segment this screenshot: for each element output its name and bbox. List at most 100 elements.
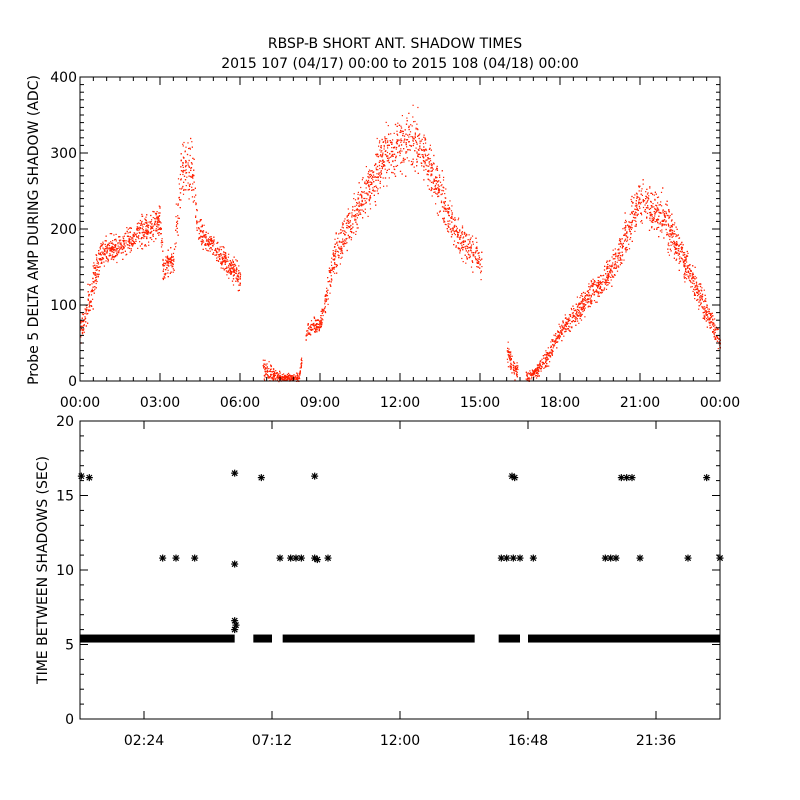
amplitude-dot <box>230 272 233 274</box>
amplitude-dot <box>689 268 691 271</box>
amplitude-dot <box>381 150 383 152</box>
amplitude-dot <box>650 221 652 223</box>
amplitude-dot <box>683 276 685 278</box>
amplitude-dot <box>629 230 631 232</box>
amplitude-dot <box>428 158 430 160</box>
amplitude-dot <box>445 224 447 226</box>
amplitude-dot <box>703 300 705 302</box>
amplitude-dot <box>545 365 547 367</box>
amplitude-dot <box>150 228 152 230</box>
amplitude-dot <box>180 153 182 155</box>
amplitude-dot <box>112 254 114 256</box>
amplitude-dot <box>188 188 190 191</box>
amplitude-dot <box>114 255 116 257</box>
amplitude-dot <box>690 281 692 283</box>
amplitude-dot <box>455 245 457 247</box>
amplitude-dot <box>564 317 567 319</box>
amplitude-dot <box>663 237 665 239</box>
amplitude-dot <box>478 255 480 257</box>
amplitude-dot <box>438 211 441 213</box>
amplitude-dot <box>423 169 425 171</box>
amplitude-dot <box>96 259 98 261</box>
amplitude-dot <box>224 263 226 265</box>
amplitude-dot <box>358 205 361 207</box>
amplitude-dot <box>659 221 661 223</box>
amplitude-dot <box>427 185 429 187</box>
amplitude-dot <box>434 187 437 189</box>
amplitude-dot <box>588 305 590 307</box>
amplitude-dot <box>374 176 376 178</box>
amplitude-dot <box>360 213 362 215</box>
amplitude-dot <box>346 215 348 217</box>
amplitude-dot <box>403 135 406 137</box>
amplitude-dot <box>516 374 518 376</box>
amplitude-dot <box>641 188 643 190</box>
amplitude-dot <box>703 301 705 303</box>
amplitude-dot <box>698 291 700 293</box>
amplitude-dot <box>426 165 428 167</box>
amplitude-dot <box>600 281 603 284</box>
amplitude-dot <box>371 177 373 179</box>
amplitude-dot <box>470 247 472 249</box>
amplitude-dot <box>431 170 433 172</box>
amplitude-dot <box>193 200 195 202</box>
amplitude-dot <box>678 237 681 239</box>
amplitude-dot <box>717 328 719 330</box>
amplitude-dot <box>686 254 688 256</box>
amplitude-dot <box>626 246 628 249</box>
amplitude-dot <box>614 263 616 265</box>
amplitude-dot <box>571 321 573 323</box>
amplitude-dot <box>657 218 659 220</box>
amplitude-dot <box>117 245 119 247</box>
amplitude-dot <box>364 212 366 214</box>
amplitude-dot <box>357 205 360 207</box>
amplitude-dot <box>475 258 477 260</box>
amplitude-dot <box>126 244 128 246</box>
amplitude-dot <box>417 155 419 157</box>
amplitude-dot <box>299 374 301 376</box>
amplitude-dot <box>628 228 630 230</box>
amplitude-dot <box>263 365 265 368</box>
amplitude-dot <box>607 267 609 269</box>
amplitude-dot <box>171 259 173 261</box>
amplitude-dot <box>333 268 335 270</box>
amplitude-dot <box>99 259 101 261</box>
amplitude-dot <box>401 115 403 117</box>
amplitude-dot <box>642 206 645 209</box>
amplitude-dot <box>99 254 102 256</box>
amplitude-dot <box>537 372 539 374</box>
amplitude-dot <box>328 271 331 273</box>
amplitude-dot <box>675 226 677 228</box>
amplitude-dot <box>554 342 556 344</box>
amplitude-dot <box>322 319 324 321</box>
amplitude-dot <box>675 247 677 249</box>
amplitude-dot <box>355 233 357 235</box>
amplitude-dot <box>102 258 105 260</box>
amplitude-dot <box>156 211 158 213</box>
amplitude-dot <box>527 378 529 380</box>
amplitude-dot <box>139 241 141 243</box>
amplitude-dot <box>653 194 655 196</box>
amplitude-dot <box>528 373 530 375</box>
amplitude-dot <box>226 271 228 273</box>
amplitude-dot <box>102 251 104 253</box>
amplitude-dot <box>624 229 626 231</box>
amplitude-dot <box>91 290 93 292</box>
amplitude-dot <box>388 168 390 170</box>
amplitude-dot <box>116 251 118 253</box>
amplitude-dot <box>400 144 403 146</box>
amplitude-dot <box>412 163 414 165</box>
amplitude-dot <box>431 164 433 166</box>
amplitude-dot <box>95 287 97 289</box>
amplitude-dot <box>428 148 430 150</box>
amplitude-dot <box>590 301 592 303</box>
amplitude-dot <box>705 298 707 300</box>
amplitude-dot <box>380 171 382 173</box>
amplitude-dot <box>581 300 583 302</box>
amplitude-dot <box>122 252 124 254</box>
amplitude-dot <box>162 278 164 281</box>
amplitude-dot <box>549 361 551 363</box>
amplitude-dot <box>106 248 108 250</box>
amplitude-dot <box>686 250 688 253</box>
amplitude-dot <box>636 214 638 216</box>
